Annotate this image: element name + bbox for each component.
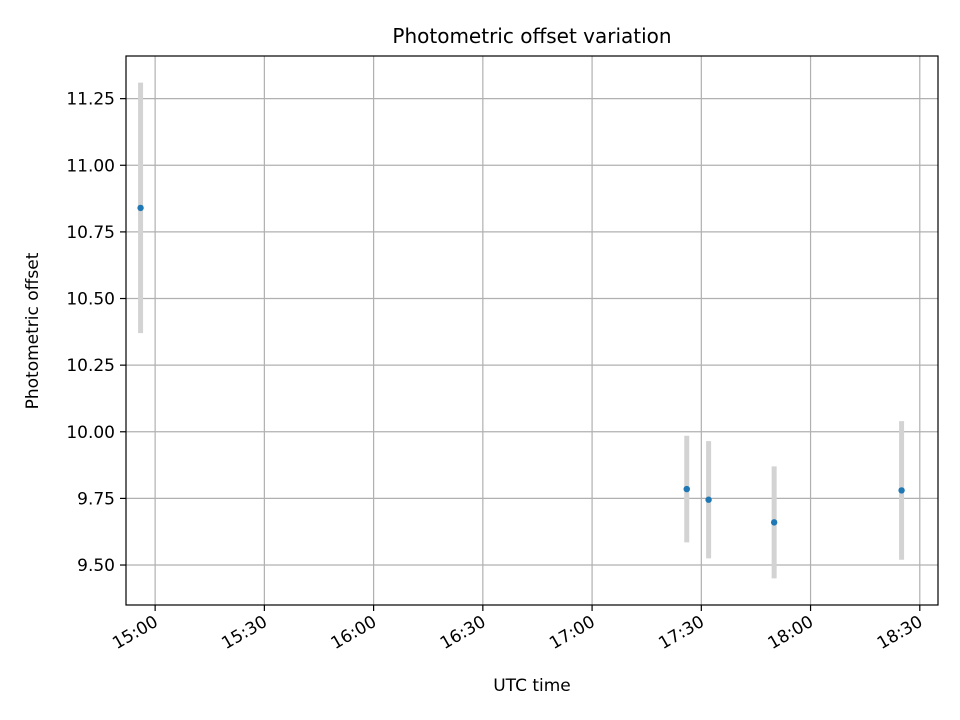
data-point [683,485,690,493]
y-axis: 9.50 9.75 10.00 10.25 10.50 10.75 11.00 11.25 [66,90,126,576]
chart-title: Photometric offset variation [392,24,671,48]
y-axis-label: Photometric offset [23,252,43,409]
data-point [137,204,144,212]
x-tick-label: 16:00 [328,612,380,654]
x-tick-label: 16:30 [437,612,489,654]
x-axis: 15:00 15:30 16:00 16:30 17:00 17:30 18:00 18:30 [109,605,926,654]
y-tick-label: 10.50 [66,290,115,310]
plot-frame [125,55,939,606]
x-tick-label: 15:00 [109,612,161,654]
data-point [705,496,712,503]
x-axis-label: UTC time [493,676,571,696]
y-tick-label: 10.75 [66,223,115,243]
x-tick-label: 18:30 [874,612,926,654]
grid-layer [126,56,938,605]
y-tick-label: 9.75 [77,489,115,509]
x-tick-label: 15:30 [218,612,270,654]
x-tick-label: 18:00 [765,612,817,654]
x-tick-label: 17:30 [655,612,707,654]
x-tick-label: 17:00 [546,612,598,654]
point-layer [137,204,905,526]
errorbar-layer [138,82,905,579]
y-tick-label: 9.50 [77,556,115,576]
y-tick-label: 11.00 [66,156,115,176]
y-tick-label: 10.25 [66,356,115,376]
y-tick-label: 11.25 [66,90,115,110]
y-tick-label: 10.00 [66,423,115,443]
data-point [770,519,778,526]
data-point [898,487,905,494]
